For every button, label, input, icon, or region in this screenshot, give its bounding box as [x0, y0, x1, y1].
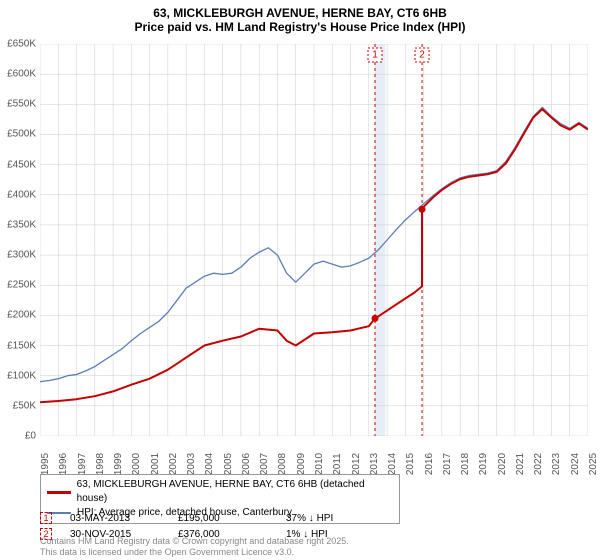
x-tick-label: 2002	[168, 453, 179, 475]
x-tick-label: 2011	[332, 453, 343, 475]
y-tick-label: £0	[25, 431, 36, 442]
x-tick-label: 1998	[95, 453, 106, 475]
x-tick-label: 2012	[351, 453, 362, 475]
attribution-line-2: This data is licensed under the Open Gov…	[40, 547, 349, 558]
plot-area: 12	[40, 44, 588, 436]
x-tick-label: 2021	[515, 453, 526, 475]
x-tick-label: 2009	[296, 453, 307, 475]
x-tick-label: 2001	[150, 453, 161, 475]
x-tick-label: 2014	[387, 453, 398, 475]
x-tick-label: 1997	[77, 453, 88, 475]
x-tick-label: 2008	[277, 453, 288, 475]
x-tick-label: 1999	[113, 453, 124, 475]
y-tick-label: £50K	[13, 400, 36, 411]
svg-text:1: 1	[372, 50, 378, 61]
annotation-row: 1 03-MAY-2013 £195,000 37% ↓ HPI	[40, 510, 376, 526]
title-line-2: Price paid vs. HM Land Registry's House …	[0, 20, 600, 34]
x-tick-label: 2025	[588, 453, 599, 475]
y-tick-label: £650K	[7, 39, 36, 50]
x-tick-label: 2006	[241, 453, 252, 475]
attribution-line-1: Contains HM Land Registry data © Crown c…	[40, 536, 349, 547]
svg-text:2: 2	[419, 50, 425, 61]
y-tick-label: £400K	[7, 189, 36, 200]
y-tick-label: £300K	[7, 250, 36, 261]
x-tick-label: 1995	[40, 453, 51, 475]
x-tick-label: 2007	[259, 453, 270, 475]
x-tick-label: 2003	[186, 453, 197, 475]
x-tick-label: 2010	[314, 453, 325, 475]
chart-container: 63, MICKLEBURGH AVENUE, HERNE BAY, CT6 6…	[0, 0, 600, 560]
y-tick-label: £200K	[7, 310, 36, 321]
chart-title: 63, MICKLEBURGH AVENUE, HERNE BAY, CT6 6…	[0, 0, 600, 34]
annotation-date: 03-MAY-2013	[70, 513, 160, 524]
x-tick-label: 2015	[405, 453, 416, 475]
title-line-1: 63, MICKLEBURGH AVENUE, HERNE BAY, CT6 6…	[0, 6, 600, 20]
annotation-marker-icon: 1	[40, 512, 52, 524]
x-tick-label: 2023	[551, 453, 562, 475]
y-tick-label: £450K	[7, 159, 36, 170]
x-tick-label: 1996	[58, 453, 69, 475]
x-axis-labels: 1995 1996 1997 1998 1999 2000 2001 2002 2003 2004…	[40, 436, 588, 472]
x-tick-label: 2019	[478, 453, 489, 475]
x-tick-label: 2022	[533, 453, 544, 475]
x-tick-label: 2017	[442, 453, 453, 475]
x-tick-label: 2020	[497, 453, 508, 475]
x-tick-label: 2018	[460, 453, 471, 475]
legend-label: 63, MICKLEBURGH AVENUE, HERNE BAY, CT6 6…	[77, 478, 393, 506]
y-tick-label: £350K	[7, 219, 36, 230]
y-tick-label: £600K	[7, 69, 36, 80]
x-tick-label: 2004	[204, 453, 215, 475]
x-tick-label: 2016	[424, 453, 435, 475]
y-tick-label: £500K	[7, 129, 36, 140]
legend-swatch	[47, 491, 71, 494]
x-tick-label: 2005	[223, 453, 234, 475]
y-tick-label: £150K	[7, 340, 36, 351]
chart-svg: 12	[40, 44, 588, 436]
annotation-delta: 37% ↓ HPI	[286, 513, 376, 524]
x-tick-label: 2000	[131, 453, 142, 475]
y-axis-labels: £0£50K£100K£150K£200K£250K£300K£350K£400…	[0, 44, 38, 436]
annotation-price: £195,000	[178, 513, 268, 524]
x-tick-label: 2024	[570, 453, 581, 475]
y-tick-label: £550K	[7, 99, 36, 110]
x-tick-label: 2013	[369, 453, 380, 475]
legend-item: 63, MICKLEBURGH AVENUE, HERNE BAY, CT6 6…	[47, 478, 393, 506]
y-tick-label: £250K	[7, 280, 36, 291]
attribution: Contains HM Land Registry data © Crown c…	[40, 536, 349, 558]
y-tick-label: £100K	[7, 370, 36, 381]
